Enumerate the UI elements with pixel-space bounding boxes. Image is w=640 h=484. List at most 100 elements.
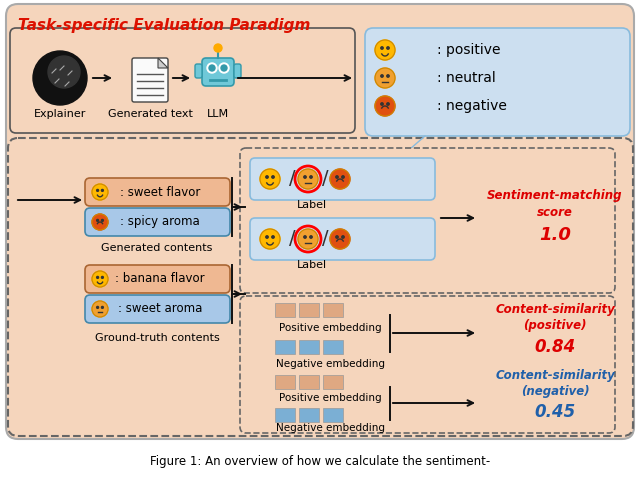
Text: LLM: LLM [207, 109, 229, 119]
FancyBboxPatch shape [132, 58, 168, 102]
Circle shape [219, 63, 229, 73]
Text: Explainer: Explainer [34, 109, 86, 119]
Text: : sweet aroma: : sweet aroma [118, 302, 202, 316]
Circle shape [214, 44, 222, 52]
Circle shape [342, 176, 344, 178]
Circle shape [209, 65, 215, 71]
Text: 0.45: 0.45 [534, 403, 575, 421]
FancyBboxPatch shape [85, 265, 230, 293]
FancyBboxPatch shape [240, 148, 615, 293]
Circle shape [304, 176, 306, 178]
Bar [299, 303, 319, 317]
Circle shape [101, 306, 104, 308]
Circle shape [375, 68, 395, 88]
FancyBboxPatch shape [85, 295, 230, 323]
Circle shape [97, 219, 99, 221]
Polygon shape [158, 58, 168, 68]
Circle shape [92, 214, 108, 230]
Text: /: / [289, 169, 295, 188]
Circle shape [310, 236, 312, 238]
Circle shape [266, 236, 268, 238]
FancyBboxPatch shape [8, 138, 633, 436]
Text: Positive embedding: Positive embedding [278, 393, 381, 403]
Circle shape [387, 47, 389, 49]
Circle shape [381, 47, 383, 49]
Text: Task-specific Evaluation Paradigm: Task-specific Evaluation Paradigm [18, 18, 310, 33]
Circle shape [381, 103, 383, 105]
Circle shape [97, 306, 99, 308]
Circle shape [207, 63, 217, 73]
Circle shape [381, 75, 383, 77]
Text: /: / [289, 229, 295, 248]
Bar [275, 340, 295, 354]
Circle shape [221, 65, 227, 71]
Text: Label: Label [297, 200, 327, 210]
Circle shape [92, 301, 108, 317]
Circle shape [272, 236, 274, 238]
Text: /: / [322, 169, 328, 188]
Circle shape [336, 236, 338, 238]
Text: : positive: : positive [437, 43, 500, 57]
Text: 0.84: 0.84 [534, 338, 575, 356]
FancyBboxPatch shape [250, 158, 435, 200]
Circle shape [330, 229, 350, 249]
Circle shape [387, 75, 389, 77]
Text: Content-similarity: Content-similarity [495, 303, 615, 317]
Text: Content-similarity: Content-similarity [495, 368, 615, 381]
Bar [275, 375, 295, 389]
Circle shape [260, 169, 280, 189]
Circle shape [298, 229, 318, 249]
Text: : negative: : negative [437, 99, 507, 113]
Circle shape [48, 56, 80, 88]
FancyBboxPatch shape [6, 4, 634, 439]
Text: Sentiment-matching: Sentiment-matching [487, 188, 623, 201]
Circle shape [304, 236, 306, 238]
Bar [323, 375, 343, 389]
Circle shape [260, 229, 280, 249]
Text: Generated contents: Generated contents [101, 243, 212, 253]
Circle shape [375, 96, 395, 116]
Circle shape [101, 189, 104, 191]
FancyBboxPatch shape [250, 218, 435, 260]
Text: Negative embedding: Negative embedding [275, 359, 385, 369]
Circle shape [387, 103, 389, 105]
Text: (negative): (negative) [521, 384, 589, 397]
Text: 1.0: 1.0 [539, 226, 571, 244]
Text: Figure 1: An overview of how we calculate the sentiment-: Figure 1: An overview of how we calculat… [150, 455, 490, 469]
Circle shape [101, 219, 104, 221]
Bar [275, 408, 295, 422]
Circle shape [310, 176, 312, 178]
Text: : spicy aroma: : spicy aroma [120, 215, 200, 228]
Bar [299, 340, 319, 354]
Circle shape [97, 276, 99, 278]
FancyBboxPatch shape [202, 58, 234, 86]
Bar [299, 408, 319, 422]
Text: /: / [322, 229, 328, 248]
FancyBboxPatch shape [195, 64, 202, 78]
Bar [323, 303, 343, 317]
Circle shape [266, 176, 268, 178]
Circle shape [92, 184, 108, 200]
Circle shape [342, 236, 344, 238]
Text: : sweet flavor: : sweet flavor [120, 185, 200, 198]
Circle shape [375, 40, 395, 60]
FancyBboxPatch shape [85, 178, 230, 206]
FancyBboxPatch shape [234, 64, 241, 78]
Bar [323, 408, 343, 422]
Text: Generated text: Generated text [108, 109, 193, 119]
Circle shape [92, 271, 108, 287]
Circle shape [33, 51, 87, 105]
FancyBboxPatch shape [85, 208, 230, 236]
Circle shape [97, 189, 99, 191]
Bar [299, 375, 319, 389]
Circle shape [336, 176, 338, 178]
Circle shape [272, 176, 274, 178]
Text: Positive embedding: Positive embedding [278, 323, 381, 333]
Circle shape [298, 169, 318, 189]
Text: Ground-truth contents: Ground-truth contents [95, 333, 220, 343]
Text: score: score [537, 206, 573, 218]
Text: Label: Label [297, 260, 327, 270]
Text: : neutral: : neutral [437, 71, 496, 85]
Circle shape [101, 276, 104, 278]
Text: : banana flavor: : banana flavor [115, 272, 205, 286]
